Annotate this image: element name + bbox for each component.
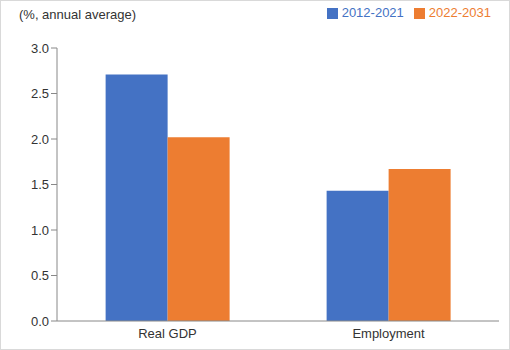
svg-text:2.5: 2.5 [31, 86, 49, 101]
html-text:2022-2031: 2022-2031 [428, 5, 491, 20]
svg-text:2.0: 2.0 [31, 132, 49, 147]
svg-text:1.0: 1.0 [31, 223, 49, 238]
svg-text:Employment: Employment [352, 326, 425, 341]
svg-text:0.0: 0.0 [31, 314, 49, 329]
html-text:(%, annual average): (%, annual average) [19, 7, 137, 22]
svg-text:1.5: 1.5 [31, 177, 49, 192]
svg-text:0.5: 0.5 [31, 268, 49, 283]
svg-text:Real GDP: Real GDP [138, 326, 197, 341]
html-text:2012-2021: 2012-2021 [341, 5, 404, 20]
svg-text:3.0: 3.0 [31, 41, 49, 56]
